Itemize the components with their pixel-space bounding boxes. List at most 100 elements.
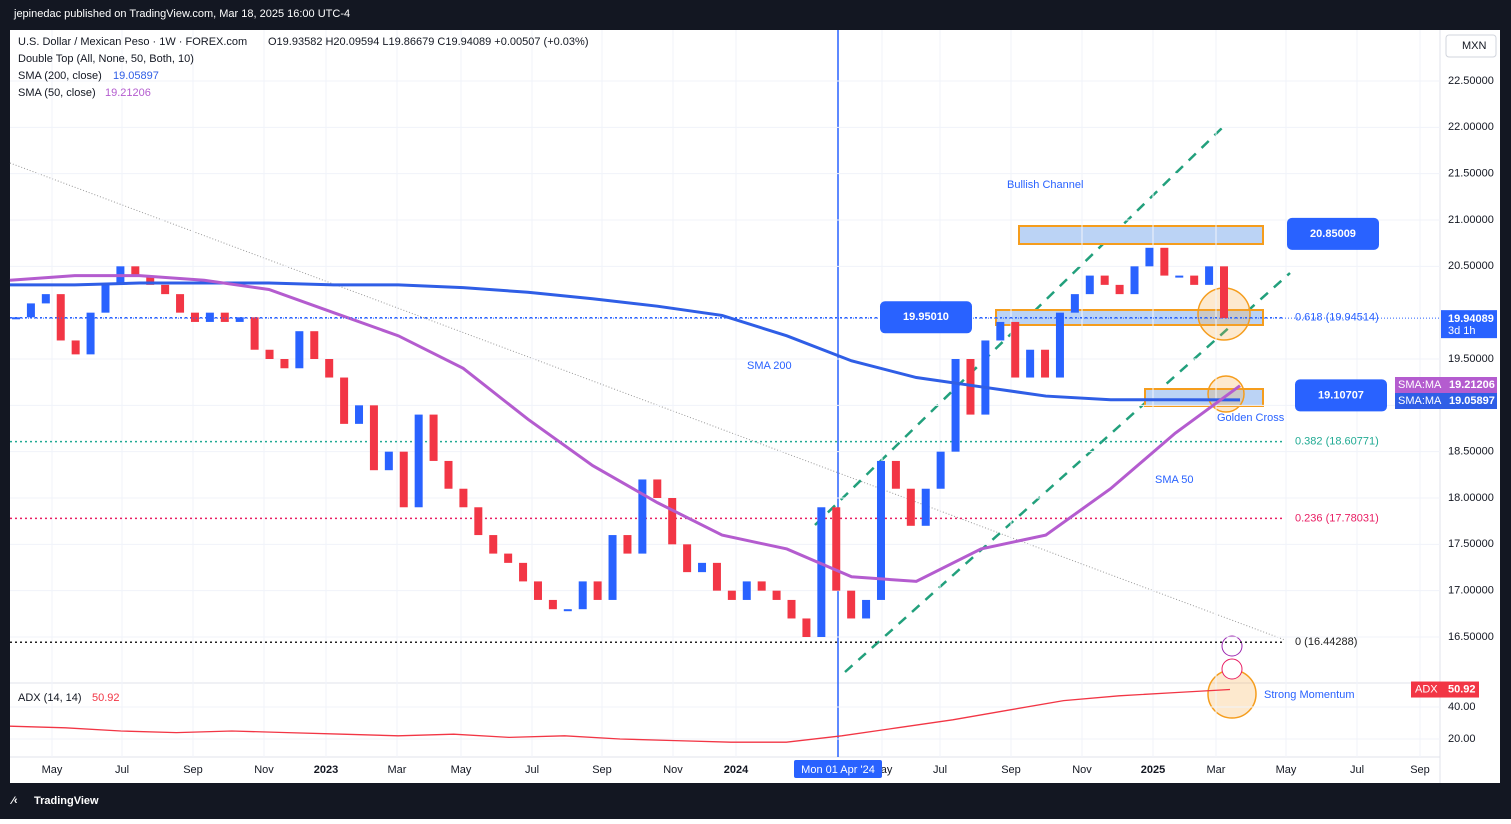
candle-body <box>772 590 781 600</box>
candle-body <box>727 590 736 600</box>
candle-body <box>399 451 408 508</box>
candle-body <box>653 479 662 498</box>
y-tick-label: 19.50000 <box>1448 353 1494 365</box>
event-icon[interactable] <box>1221 635 1243 657</box>
brand-logo: ⁄‹ <box>9 795 18 807</box>
event-icon[interactable] <box>1221 658 1243 680</box>
candle-body <box>981 340 990 415</box>
annotation: Golden Cross <box>1217 412 1285 424</box>
x-tick-label: Sep <box>1410 764 1430 776</box>
candle-body <box>489 535 498 554</box>
candle-body <box>936 451 945 489</box>
candle-body <box>578 581 587 610</box>
price-label: 20.85009 <box>1310 228 1356 240</box>
candle-body <box>131 266 140 276</box>
candle-body <box>533 581 542 600</box>
annotation: SMA 50 <box>1155 474 1194 486</box>
candle-body <box>1026 349 1035 378</box>
candle-body <box>369 405 378 471</box>
y-tick-label: 22.00000 <box>1448 121 1494 133</box>
candle-body <box>459 488 468 508</box>
candle-body <box>146 275 155 285</box>
ma-tag-value: 19.05897 <box>1449 395 1495 407</box>
y-tick-label: 17.00000 <box>1448 585 1494 597</box>
ma-tag-name: SMA:MA <box>1398 395 1442 407</box>
x-tick-label: Mar <box>388 764 407 776</box>
candle-body <box>220 312 229 322</box>
candle-body <box>712 562 721 591</box>
y-tick-label: 21.50000 <box>1448 168 1494 180</box>
legend-symbol: U.S. Dollar / Mexican Peso · 1W · FOREX.… <box>18 36 247 48</box>
candle-body <box>71 340 80 355</box>
candle-body <box>355 405 364 424</box>
cursor-date: Mon 01 Apr '24 <box>801 764 875 776</box>
candle-body <box>1115 284 1124 295</box>
candle-body <box>638 479 647 554</box>
candle-body <box>325 359 334 378</box>
adx-tag-name: ADX <box>1415 683 1438 695</box>
candle-body <box>951 359 960 452</box>
y-tick-label: 22.50000 <box>1448 75 1494 87</box>
candle-body <box>176 294 185 313</box>
candle-body <box>1100 275 1109 285</box>
candle-body <box>340 377 349 424</box>
adx-label: ADX (14, 14) <box>18 692 82 704</box>
candle-body <box>1160 247 1169 276</box>
candle-body <box>891 460 900 489</box>
y-tick-label: 20.50000 <box>1448 260 1494 272</box>
price-label-box <box>1295 379 1387 412</box>
annotation: Bullish Channel <box>1007 179 1083 191</box>
candle-body <box>474 507 483 536</box>
candle-body <box>906 488 915 526</box>
cross-zone <box>1144 388 1264 407</box>
currency-box[interactable] <box>1445 34 1497 58</box>
publisher: jepinedac published on TradingView.com, … <box>13 8 350 20</box>
fib-label: 0.382 (18.60771) <box>1295 436 1379 448</box>
x-tick-label: Jul <box>115 764 129 776</box>
ma-tag-value: 19.21206 <box>1449 379 1495 391</box>
x-tick-label: May <box>42 764 63 776</box>
resistance-zone <box>1018 225 1264 245</box>
candle-body <box>876 460 885 600</box>
adx-tick-label: 40.00 <box>1448 701 1476 713</box>
candle-body <box>1011 321 1020 378</box>
candle-body <box>832 507 841 591</box>
candle-body <box>683 544 692 573</box>
fib-label: 0.236 (17.78031) <box>1295 512 1379 524</box>
candle-body <box>26 303 35 318</box>
candle-body <box>250 317 259 350</box>
trend-line <box>9 162 1286 641</box>
candle-body <box>862 599 871 619</box>
candle-body <box>1175 275 1184 278</box>
annotation: Strong Momentum <box>1264 689 1354 701</box>
candle-body <box>757 581 766 591</box>
annotation: SMA 200 <box>747 360 792 372</box>
x-tick-label: Mar <box>1207 764 1226 776</box>
chart-panel <box>10 30 1500 783</box>
price-label: 19.95010 <box>903 311 949 323</box>
legend-sma: SMA (50, close) <box>18 87 96 99</box>
candle-body <box>310 331 319 359</box>
x-tick-label: May <box>451 764 472 776</box>
x-tick-label: Sep <box>1001 764 1021 776</box>
candle-body <box>161 284 170 295</box>
channel-lower <box>844 272 1291 673</box>
candle-body <box>444 460 453 489</box>
candle-body <box>1145 247 1154 267</box>
candle-body <box>1190 275 1199 285</box>
legend-pattern: Double Top (All, None, 50, Both, 10) <box>18 53 194 65</box>
candle-body <box>190 312 199 322</box>
fib-label: 0.618 (19.94514) <box>1295 312 1379 324</box>
adx-value: 50.92 <box>92 692 120 704</box>
candle-body <box>787 599 796 619</box>
candle-body <box>847 590 856 619</box>
candle-body <box>101 284 110 313</box>
candle-body <box>414 414 423 508</box>
last-price: 19.94089 <box>1448 313 1494 325</box>
legend-sma-value: 19.21206 <box>105 87 151 99</box>
candle-body <box>1205 266 1214 285</box>
x-tick-label: Jul <box>933 764 947 776</box>
candle-body <box>429 414 438 461</box>
y-tick-label: 18.50000 <box>1448 446 1494 458</box>
y-tick-label: 21.00000 <box>1448 214 1494 226</box>
